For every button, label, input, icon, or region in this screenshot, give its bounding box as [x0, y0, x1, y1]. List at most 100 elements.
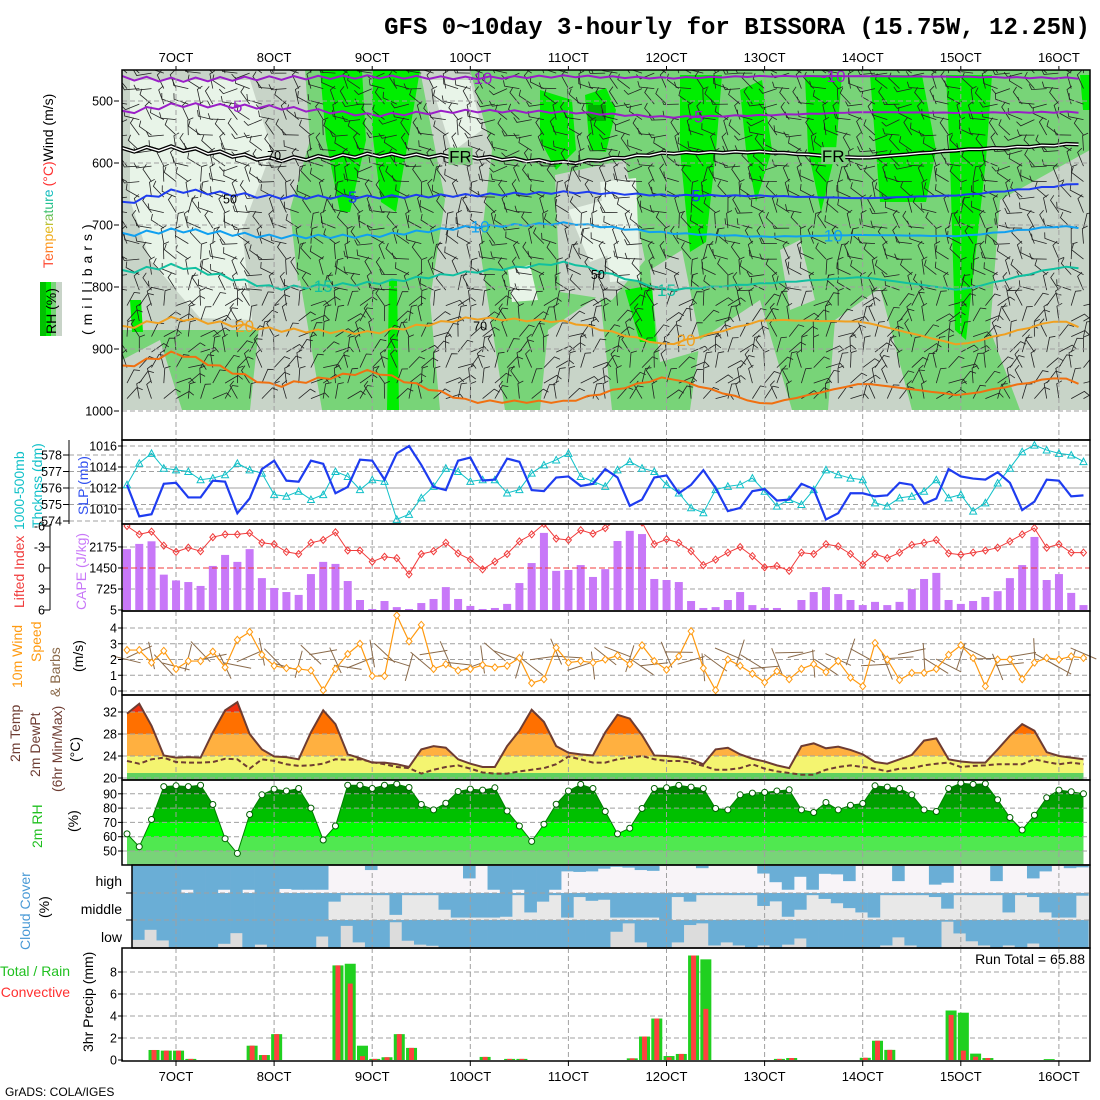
wind-barb: [758, 88, 778, 94]
wind-barb: [163, 337, 176, 353]
wind-barb: [735, 70, 753, 74]
cloud-middle-bar: [1014, 893, 1028, 896]
lifted-index-point: [540, 524, 548, 529]
wind-barb: [219, 88, 238, 95]
contour-label: 20: [677, 331, 696, 350]
lifted-index-point: [785, 566, 793, 576]
thickness-point: [343, 471, 353, 480]
wind-barb: [421, 357, 439, 368]
wind-barb: [776, 336, 787, 353]
cloud-high-bar: [695, 866, 709, 869]
slp-panel: 1000-500mb Thcknss (dm) SLP (mb) 1016101…: [11, 439, 1091, 530]
wind-barb: [997, 383, 1008, 399]
wind-barb: [256, 176, 275, 183]
wind-barb: [838, 332, 857, 339]
wind-speed-point: [1018, 674, 1026, 684]
convective-bar: [372, 1058, 378, 1060]
wind-barb: [740, 654, 765, 670]
wind-barb: [343, 349, 349, 368]
wind-barb: [899, 293, 915, 306]
wind-barb: [187, 319, 197, 337]
wind-barb: [445, 228, 459, 244]
wind-barb: [566, 262, 581, 275]
cape-bar: [368, 608, 377, 610]
date-label-top: 9OCT: [355, 50, 390, 65]
wind-barb: [996, 244, 1011, 260]
cloud-cover-bars: [132, 866, 1089, 948]
wind-barb: [985, 226, 993, 244]
wind-barb: [482, 335, 491, 353]
cape-bar: [748, 605, 757, 610]
rh-point: [1043, 794, 1051, 802]
wind-barb: [971, 365, 978, 384]
wind-barb: [741, 72, 753, 89]
thickness-point: [981, 498, 990, 507]
wind-barb: [123, 233, 140, 244]
wind-barb: [1058, 344, 1077, 353]
wind-barb: [405, 142, 422, 151]
thickness-point: [183, 466, 193, 475]
wind-barb: [331, 203, 348, 213]
thickness-point: [1079, 457, 1088, 466]
cape-bar: [405, 608, 414, 610]
cape-bar: [711, 607, 720, 610]
thickness-point: [441, 463, 451, 472]
wind-barb: [286, 104, 299, 120]
wind-barb: [737, 364, 743, 384]
cloud-high-bar: [279, 866, 292, 889]
wind-barb: [362, 117, 373, 136]
wind-barb: [784, 256, 791, 275]
wind-barb: [506, 338, 520, 353]
wind-barb: [493, 650, 521, 661]
wind-barb: [953, 209, 962, 229]
wind-barb: [610, 349, 618, 368]
wind-barb: [604, 354, 620, 368]
wind-speed-point: [687, 626, 695, 636]
wind-barb: [224, 354, 240, 368]
wind-barb: [396, 310, 414, 322]
wind-barb: [224, 297, 243, 306]
thickness-point: [723, 481, 733, 490]
rh-point: [675, 781, 683, 789]
wind-barb: [759, 175, 777, 182]
wind-barb: [702, 351, 713, 368]
cloud-low-bar: [622, 920, 635, 924]
convective-bar: [151, 1049, 157, 1060]
rh-point: [197, 781, 205, 789]
wind-barb: [884, 279, 900, 291]
wind-barb: [470, 326, 488, 337]
wind-barb: [476, 101, 495, 108]
rh-point: [503, 807, 511, 815]
wind-barb: [600, 284, 618, 291]
wind-barb: [998, 119, 1011, 136]
wind-barb: [287, 70, 299, 74]
wind-barb: [1005, 256, 1011, 275]
wind-barb: [703, 309, 720, 322]
wind-barb: [748, 364, 754, 384]
wind-barb: [402, 318, 410, 337]
wind-barb: [296, 184, 312, 198]
cloud-middle-bar: [818, 893, 832, 899]
wind-barb: [369, 639, 375, 668]
cloud-middle-bar: [708, 893, 721, 896]
thickness-point: [637, 463, 647, 472]
wind-barb: [960, 363, 980, 370]
wind-barb: [771, 159, 790, 167]
wind-barb: [126, 291, 141, 306]
cape-bar: [650, 578, 659, 610]
wind-barb: [724, 218, 741, 229]
wind-barb: [133, 162, 152, 169]
wind-barb: [726, 210, 733, 229]
wind-barb: [136, 380, 143, 399]
wind-barb: [523, 70, 533, 89]
wind-barb: [458, 119, 471, 136]
wind-barb: [862, 297, 881, 306]
wind-barb: [296, 349, 303, 368]
thickness-point: [392, 514, 402, 523]
wind-barb: [1017, 96, 1035, 105]
thickness-point: [171, 465, 181, 474]
wind-barb: [813, 309, 830, 322]
rh-point: [663, 784, 671, 792]
tick-label: 50: [103, 845, 117, 859]
